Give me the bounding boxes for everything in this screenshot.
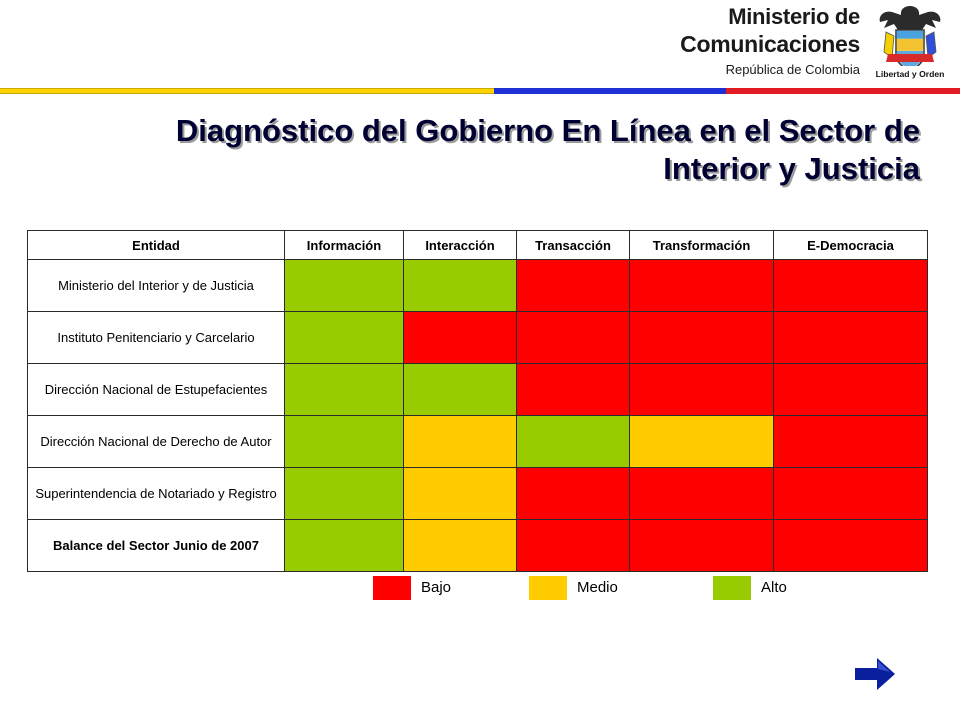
table-header-row: Entidad Información Interacción Transacción… (27, 230, 928, 260)
level-cell-bajo (516, 467, 630, 520)
level-cell-alto (284, 363, 404, 416)
table-row: Dirección Nacional de Derecho de Autor (27, 415, 928, 468)
level-cell-bajo (773, 415, 928, 468)
level-cell-bajo (629, 519, 774, 572)
entity-name-cell: Superintendencia de Notariado y Registro (27, 467, 285, 520)
legend-swatch-medio (529, 576, 567, 600)
right-arrow-icon[interactable] (852, 655, 898, 693)
level-cell-bajo (403, 311, 517, 364)
entity-name-cell: Balance del Sector Junio de 2007 (27, 519, 285, 572)
level-cell-bajo (516, 311, 630, 364)
ministry-name-line1: Ministerio de (728, 4, 860, 29)
seal-motto: Libertad y Orden (876, 69, 945, 79)
flag-stripe-blue (494, 88, 726, 94)
table-row: Dirección Nacional de Estupefacientes (27, 363, 928, 416)
ministry-logo-text: Ministerio de Comunicaciones República d… (680, 4, 860, 80)
level-cell-bajo (629, 259, 774, 312)
level-cell-alto (516, 415, 630, 468)
page-title-line1: Diagnóstico del Gobierno En Línea en el … (175, 113, 920, 148)
ministry-name-line2: Comunicaciones (680, 31, 860, 57)
level-cell-alto (284, 467, 404, 520)
entity-name-cell: Dirección Nacional de Derecho de Autor (27, 415, 285, 468)
column-header: Interacción (403, 230, 517, 260)
flag-stripe-yellow (0, 88, 494, 94)
level-cell-medio (629, 415, 774, 468)
column-header: Información (284, 230, 404, 260)
legend-label-medio: Medio (577, 579, 618, 596)
level-cell-bajo (516, 363, 630, 416)
page-title-line2: Interior y Justicia (663, 151, 920, 186)
coat-of-arms-icon: Libertad y Orden (876, 6, 945, 80)
page-title: Diagnóstico del Gobierno En Línea en el … (160, 112, 920, 188)
legend-label-bajo: Bajo (421, 579, 452, 596)
level-cell-bajo (629, 363, 774, 416)
level-cell-bajo (773, 311, 928, 364)
level-cell-alto (403, 363, 517, 416)
level-cell-bajo (629, 311, 774, 364)
table-body: Ministerio del Interior y de Justicia Ins… (27, 259, 928, 572)
column-header: Transformación (629, 230, 774, 260)
column-header: Transacción (516, 230, 630, 260)
level-cell-alto (403, 259, 517, 312)
level-cell-bajo (516, 259, 630, 312)
level-cell-bajo (629, 467, 774, 520)
entity-name-cell: Instituto Penitenciario y Carcelario (27, 311, 285, 364)
level-cell-alto (284, 519, 404, 572)
level-cell-medio (403, 519, 517, 572)
level-cell-bajo (773, 467, 928, 520)
level-cell-medio (403, 467, 517, 520)
column-header: Entidad (27, 230, 285, 260)
legend-swatch-alto (713, 576, 751, 600)
level-cell-alto (284, 259, 404, 312)
table-row: Ministerio del Interior y de Justicia (27, 259, 928, 312)
level-cell-bajo (773, 519, 928, 572)
level-cell-bajo (773, 259, 928, 312)
table-row: Superintendencia de Notariado y Registro (27, 467, 928, 520)
entity-name-cell: Dirección Nacional de Estupefacientes (27, 363, 285, 416)
level-cell-bajo (773, 363, 928, 416)
level-cell-alto (284, 415, 404, 468)
diagnostic-table: Entidad Información Interacción Transacción… (27, 230, 928, 572)
level-cell-alto (284, 311, 404, 364)
legend-label-alto: Alto (761, 579, 787, 596)
legend-swatch-bajo (373, 576, 411, 600)
level-cell-bajo (516, 519, 630, 572)
table-row: Balance del Sector Junio de 2007 (27, 519, 928, 572)
flag-divider (0, 88, 960, 94)
country-name: República de Colombia (725, 62, 860, 77)
flag-stripe-red (726, 88, 960, 94)
level-cell-medio (403, 415, 517, 468)
table-row: Instituto Penitenciario y Carcelario (27, 311, 928, 364)
column-header: E-Democracia (773, 230, 928, 260)
entity-name-cell: Ministerio del Interior y de Justicia (27, 259, 285, 312)
